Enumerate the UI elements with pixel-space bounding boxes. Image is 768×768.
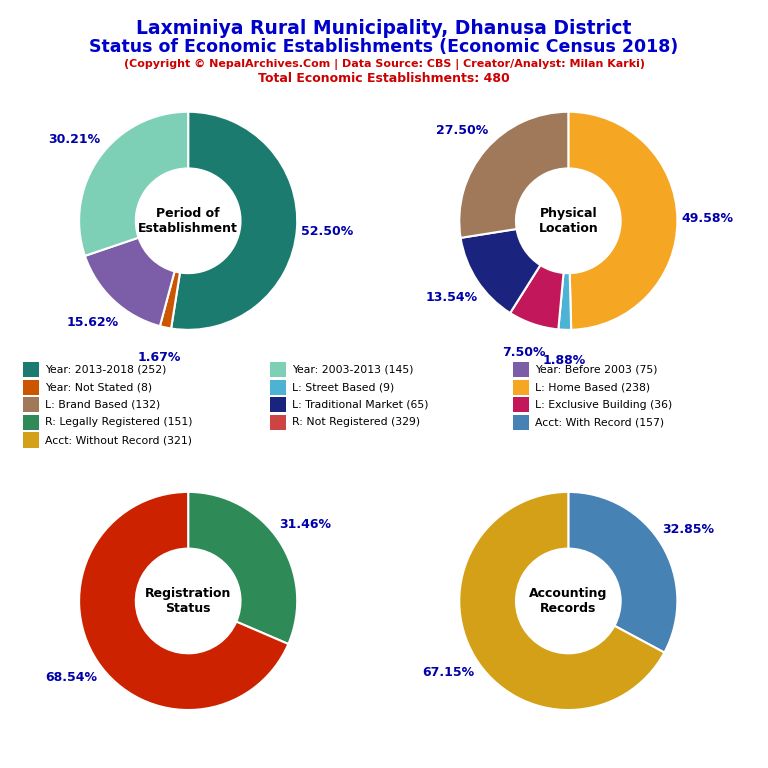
Text: 31.46%: 31.46%	[279, 518, 331, 531]
Text: 13.54%: 13.54%	[425, 291, 478, 304]
Wedge shape	[188, 492, 297, 644]
Text: 52.50%: 52.50%	[301, 225, 353, 238]
Text: Year: Not Stated (8): Year: Not Stated (8)	[45, 382, 152, 392]
Text: Total Economic Establishments: 480: Total Economic Establishments: 480	[258, 72, 510, 85]
Text: 1.67%: 1.67%	[137, 351, 180, 364]
Wedge shape	[85, 237, 174, 326]
Text: (Copyright © NepalArchives.Com | Data Source: CBS | Creator/Analyst: Milan Karki: (Copyright © NepalArchives.Com | Data So…	[124, 59, 644, 70]
Text: Period of
Establishment: Period of Establishment	[138, 207, 238, 235]
Bar	[513, 397, 529, 412]
Text: L: Traditional Market (65): L: Traditional Market (65)	[292, 399, 429, 409]
Text: Acct: Without Record (321): Acct: Without Record (321)	[45, 435, 192, 445]
Text: Year: Before 2003 (75): Year: Before 2003 (75)	[535, 364, 657, 374]
Bar	[23, 432, 39, 448]
Text: Physical
Location: Physical Location	[538, 207, 598, 235]
Text: L: Brand Based (132): L: Brand Based (132)	[45, 399, 160, 409]
Bar	[23, 379, 39, 395]
Wedge shape	[558, 273, 571, 329]
Text: L: Street Based (9): L: Street Based (9)	[292, 382, 394, 392]
Text: Status of Economic Establishments (Economic Census 2018): Status of Economic Establishments (Econo…	[89, 38, 679, 56]
Bar	[270, 379, 286, 395]
Bar	[23, 362, 39, 377]
Text: Laxminiya Rural Municipality, Dhanusa District: Laxminiya Rural Municipality, Dhanusa Di…	[136, 19, 632, 38]
Wedge shape	[461, 229, 541, 313]
Text: 7.50%: 7.50%	[502, 346, 545, 359]
Wedge shape	[510, 265, 564, 329]
Text: Year: 2013-2018 (252): Year: 2013-2018 (252)	[45, 364, 166, 374]
Text: Year: 2003-2013 (145): Year: 2003-2013 (145)	[292, 364, 413, 374]
Text: 68.54%: 68.54%	[45, 671, 98, 684]
Wedge shape	[459, 111, 568, 238]
Text: 30.21%: 30.21%	[48, 133, 101, 146]
Bar	[23, 397, 39, 412]
Text: 32.85%: 32.85%	[662, 523, 714, 536]
Bar	[270, 397, 286, 412]
Wedge shape	[459, 492, 664, 710]
Wedge shape	[79, 111, 188, 256]
Bar	[23, 415, 39, 430]
Wedge shape	[79, 492, 288, 710]
Wedge shape	[568, 111, 677, 329]
Bar	[270, 415, 286, 430]
Text: 49.58%: 49.58%	[682, 213, 734, 226]
Bar	[513, 415, 529, 430]
Text: Registration
Status: Registration Status	[145, 587, 231, 615]
Text: L: Exclusive Building (36): L: Exclusive Building (36)	[535, 399, 673, 409]
Bar	[270, 362, 286, 377]
Bar	[513, 362, 529, 377]
Text: 67.15%: 67.15%	[422, 666, 475, 679]
Text: R: Not Registered (329): R: Not Registered (329)	[292, 417, 420, 427]
Text: R: Legally Registered (151): R: Legally Registered (151)	[45, 417, 192, 427]
Bar	[513, 379, 529, 395]
Text: Accounting
Records: Accounting Records	[529, 587, 607, 615]
Wedge shape	[171, 111, 297, 329]
Text: 27.50%: 27.50%	[436, 124, 488, 137]
Text: 15.62%: 15.62%	[67, 316, 119, 329]
Wedge shape	[568, 492, 677, 653]
Text: 1.88%: 1.88%	[542, 354, 585, 367]
Text: L: Home Based (238): L: Home Based (238)	[535, 382, 650, 392]
Text: Acct: With Record (157): Acct: With Record (157)	[535, 417, 664, 427]
Wedge shape	[160, 271, 180, 329]
